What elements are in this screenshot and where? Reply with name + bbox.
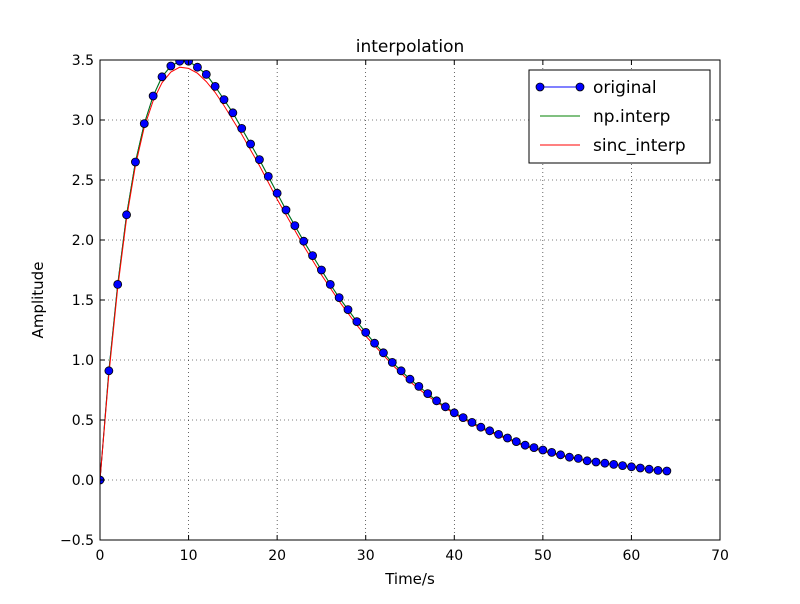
legend-marker xyxy=(535,82,545,92)
x-tick-label: 30 xyxy=(357,548,375,564)
data-point-original xyxy=(414,381,424,391)
data-point-original xyxy=(644,464,654,474)
data-point-original xyxy=(396,366,406,376)
y-tick-label: 3.5 xyxy=(72,53,94,69)
x-tick-label: 70 xyxy=(711,548,729,564)
data-point-original xyxy=(520,440,530,450)
data-point-original xyxy=(193,62,202,72)
data-point-original xyxy=(511,437,521,447)
data-point-original xyxy=(529,443,539,453)
data-point-original xyxy=(565,452,574,462)
data-point-original xyxy=(148,91,158,101)
x-tick-label: 50 xyxy=(534,548,552,564)
data-point-original xyxy=(166,61,176,71)
data-point-original xyxy=(635,463,645,473)
data-point-original xyxy=(255,155,264,165)
legend-marker xyxy=(575,82,585,92)
data-point-original xyxy=(432,396,441,406)
data-point-original xyxy=(246,139,255,149)
data-point-original xyxy=(627,462,636,472)
data-point-original xyxy=(104,366,114,376)
data-point-original xyxy=(503,433,512,443)
data-point-original xyxy=(210,82,220,91)
data-point-original xyxy=(113,279,123,289)
data-point-original xyxy=(405,374,415,384)
data-point-original xyxy=(449,408,459,418)
x-tick-label: 0 xyxy=(96,548,105,564)
legend-label: np.interp xyxy=(593,107,670,127)
data-point-original xyxy=(423,389,433,399)
legend-label: original xyxy=(593,78,657,98)
data-point-original xyxy=(441,402,450,412)
data-point-original xyxy=(547,447,557,457)
data-point-original xyxy=(379,348,388,358)
data-point-original xyxy=(485,426,495,436)
y-tick-label: 3.0 xyxy=(72,113,94,129)
data-point-original xyxy=(361,327,371,337)
x-axis-label: Time/s xyxy=(384,570,435,588)
data-point-original xyxy=(573,453,583,463)
data-point-original xyxy=(458,413,468,423)
data-point-original xyxy=(591,457,601,467)
legend: original np.interp sinc_interp xyxy=(528,69,711,164)
data-point-original xyxy=(299,236,309,246)
y-tick-label: 1.0 xyxy=(72,353,94,369)
data-point-original xyxy=(317,265,326,275)
data-point-original xyxy=(157,72,167,82)
data-point-original xyxy=(662,466,672,476)
data-point-original xyxy=(538,445,548,455)
data-point-original xyxy=(370,338,379,348)
series-layer xyxy=(100,60,672,485)
data-point-original xyxy=(343,305,353,315)
data-point-original xyxy=(467,417,477,427)
data-point-original xyxy=(122,210,131,220)
data-point-original xyxy=(219,95,229,104)
x-tick-label: 60 xyxy=(623,548,641,564)
data-point-original xyxy=(228,108,238,118)
data-point-original xyxy=(618,461,627,471)
data-point-original xyxy=(139,119,149,128)
data-point-original xyxy=(609,459,619,469)
y-tick-label: −0.5 xyxy=(60,533,94,549)
y-axis-label: Amplitude xyxy=(29,262,47,339)
data-point-original xyxy=(308,251,317,261)
data-point-original xyxy=(272,188,282,198)
data-point-original xyxy=(201,70,211,79)
chart-title: interpolation xyxy=(356,37,465,57)
data-point-original xyxy=(476,422,486,432)
data-point-original xyxy=(290,221,300,231)
data-point-original xyxy=(653,465,663,475)
x-tick-label: 20 xyxy=(268,548,286,564)
data-point-original xyxy=(494,429,503,439)
legend-label: sinc_interp xyxy=(593,136,686,156)
data-point-original xyxy=(237,123,247,133)
y-tick-label: 1.5 xyxy=(72,293,94,309)
data-point-original xyxy=(281,205,291,215)
data-point-original xyxy=(263,171,273,181)
data-point-original xyxy=(387,357,397,367)
x-tick-label: 40 xyxy=(445,548,463,564)
data-point-original xyxy=(334,293,344,303)
y-tick-label: 2.5 xyxy=(72,173,94,189)
y-tick-label: 0.5 xyxy=(72,413,94,429)
data-point-original xyxy=(175,60,185,66)
x-tick-label: 10 xyxy=(180,548,198,564)
y-tick-label: 0.0 xyxy=(72,473,94,489)
ticks: 0 10 20 30 40 50 60 70 −0.5 0.0 0.5 1.0 1.5 2.0 2.5 3.0… xyxy=(60,53,729,564)
data-point-original xyxy=(582,456,592,466)
data-point-original xyxy=(352,317,362,327)
y-tick-label: 2.0 xyxy=(72,233,94,249)
data-point-original xyxy=(600,458,610,468)
data-point-original xyxy=(131,157,140,167)
data-point-original xyxy=(556,450,565,460)
data-point-original xyxy=(325,279,335,289)
